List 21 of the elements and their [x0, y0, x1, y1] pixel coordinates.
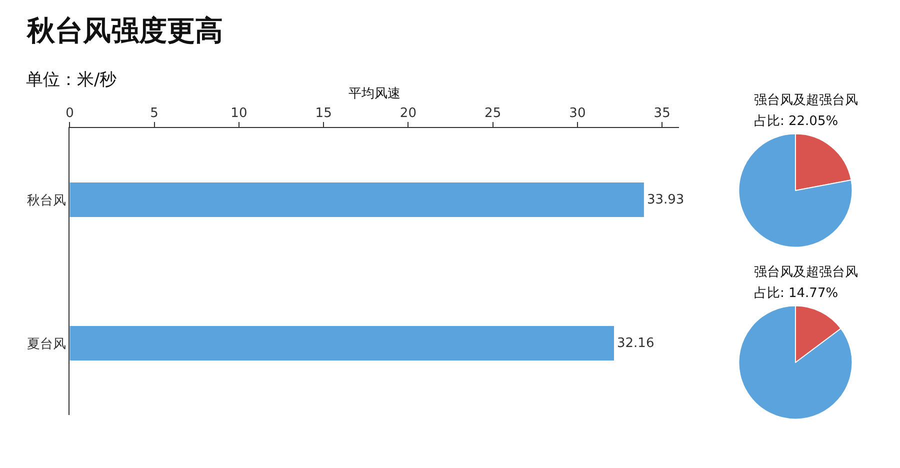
y-tick-label: 夏台风 [27, 336, 66, 352]
chart-subtitle: 占比: 22.05% [754, 114, 838, 129]
x-axis-title: 平均风速 [348, 86, 400, 102]
x-tick-label: 30 [569, 106, 586, 121]
data-label: 33.93 [646, 192, 684, 208]
pie-slice [738, 133, 853, 248]
x-tick-label: 15 [315, 106, 332, 121]
x-tick-label: 20 [400, 106, 416, 121]
chart-title: 强台风及超强台风 [754, 265, 858, 280]
data-label: 32.16 [616, 336, 654, 351]
chart-title: 秋台风强度更高 [26, 14, 223, 47]
x-tick-label: 5 [150, 106, 158, 121]
chart-title: 强台风及超强台风 [754, 93, 858, 108]
x-tick-label: 25 [484, 106, 502, 121]
x-tick-label: 35 [654, 106, 670, 121]
x-tick-label: 0 [66, 106, 74, 121]
chart-subtitle: 占比: 14.77% [754, 286, 838, 301]
x-tick-label: 10 [230, 106, 248, 121]
y-tick-label: 秋台风 [27, 193, 66, 208]
pie-slice [738, 305, 853, 420]
chart-subtitle: 单位：米/秒 [26, 70, 117, 90]
